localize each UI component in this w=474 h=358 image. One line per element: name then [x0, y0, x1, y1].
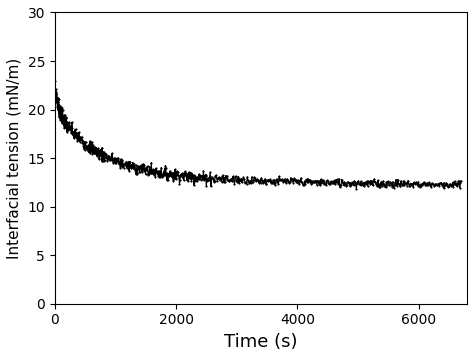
- X-axis label: Time (s): Time (s): [224, 333, 298, 351]
- Y-axis label: Interfacial tension (mN/m): Interfacial tension (mN/m): [7, 58, 22, 259]
